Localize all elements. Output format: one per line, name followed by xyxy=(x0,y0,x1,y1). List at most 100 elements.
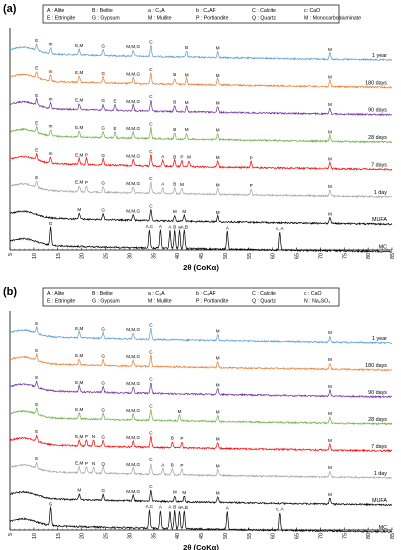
x-axis-title: 2θ (CoKα) xyxy=(183,543,219,550)
peak-label: M xyxy=(77,207,81,212)
x-tick-label: 30 xyxy=(127,533,133,539)
x-tick-label: 25 xyxy=(104,253,110,259)
peak-label: E,M xyxy=(75,380,83,385)
x-tick-label: 25 xyxy=(104,533,110,539)
series-label: 1 year xyxy=(372,336,387,342)
x-tick-label: 20 xyxy=(80,253,86,259)
peak-label: B xyxy=(173,224,176,229)
legend-entry: b : C₄AF xyxy=(196,291,216,297)
x-tick-label: 55 xyxy=(247,253,253,259)
peak-label: M xyxy=(328,357,332,362)
peak-label: A xyxy=(168,224,172,229)
series-label: 1 day xyxy=(374,190,387,196)
peak-label: B xyxy=(173,72,176,77)
peak-label: M,M,G xyxy=(126,489,140,494)
peak-label: A xyxy=(226,505,230,510)
series-label: 28 days xyxy=(368,135,387,141)
x-tick-label: 65 xyxy=(295,533,301,539)
peak-label: G xyxy=(101,380,105,385)
peak-label: Q xyxy=(101,461,105,466)
peak-label: P xyxy=(180,463,183,468)
series-label: MUFA xyxy=(372,217,387,223)
peak-label: M xyxy=(216,182,220,187)
legend-entry: G : Gypsum xyxy=(92,16,120,22)
peak-label: M xyxy=(216,46,220,51)
peak-label: m xyxy=(49,96,53,101)
panel-label: (b) xyxy=(3,286,17,298)
peak-label: M,M,G xyxy=(126,354,140,359)
x-tick-label: 15 xyxy=(56,253,62,259)
peak-label: P xyxy=(180,436,183,441)
peak-label: C xyxy=(149,484,153,489)
peak-label: C xyxy=(149,204,153,209)
x-tick-label: 45 xyxy=(199,253,205,259)
x-tick-label: 70 xyxy=(318,533,324,539)
x-tick-label: 20 xyxy=(80,533,86,539)
peak-label: m xyxy=(49,42,53,47)
peak-label: E,M xyxy=(75,70,83,75)
peak-label: A,B xyxy=(181,225,188,230)
legend-entry: A : Alite xyxy=(47,291,64,297)
series-line xyxy=(9,42,393,62)
x-tick-label: 50 xyxy=(223,253,229,259)
chart-panel-b: (b) A : Alite B : Belite a : C₃A b : C₄AF C :… xyxy=(3,286,396,550)
series-line xyxy=(10,124,393,144)
peak-label: M,M,G xyxy=(126,99,140,104)
peak-label: A xyxy=(226,225,230,230)
series-line xyxy=(9,407,393,426)
series-label: 7 days xyxy=(371,162,387,168)
peak-label: C xyxy=(149,376,153,381)
peak-label: c, A xyxy=(276,506,285,511)
peak-label: M xyxy=(328,438,332,443)
series-label: MC xyxy=(379,245,387,251)
peak-label: M,M,G xyxy=(126,381,140,386)
peak-label: G xyxy=(101,126,105,131)
x-tick-label: 55 xyxy=(247,533,253,539)
x-tick-label: 65 xyxy=(295,253,301,259)
peak-label: E,M xyxy=(75,125,83,130)
peak-label: E,M xyxy=(75,43,83,48)
peak-label: P xyxy=(85,153,88,158)
peak-label: M xyxy=(216,382,220,387)
peak-label: E,M xyxy=(75,180,83,185)
peak-label: C xyxy=(149,322,153,327)
peak-label: M xyxy=(187,155,191,160)
x-tick-label: 80 xyxy=(366,253,372,259)
legend-entry: E : Ettringite xyxy=(47,16,75,22)
series-line xyxy=(9,71,393,89)
legend-entry: C : Calcite xyxy=(252,8,276,14)
peak-label: M xyxy=(216,155,220,160)
peak-label: C xyxy=(149,430,153,435)
peak-label: M,M,G xyxy=(126,181,140,186)
peak-label: M xyxy=(216,329,220,334)
peak-label: G xyxy=(101,326,105,331)
peak-label: M xyxy=(216,436,220,441)
series-line xyxy=(9,226,393,253)
peak-label: C xyxy=(149,149,153,154)
legend-entry: B : Belite xyxy=(92,8,113,14)
peak-label: E,M xyxy=(75,98,83,103)
peak-label: M xyxy=(216,128,220,133)
peak-label: G xyxy=(49,501,53,506)
peak-label: C xyxy=(149,403,153,408)
series-line xyxy=(9,461,393,480)
peak-label: G xyxy=(101,434,105,439)
peak-label: E xyxy=(114,126,117,131)
peak-label: E,M xyxy=(75,461,83,466)
peak-label: M,M,G xyxy=(126,462,140,467)
peak-label: B xyxy=(185,45,188,50)
legend-entry: a : C₃A xyxy=(148,291,165,297)
legend-entry: M : Monocarboaluminate xyxy=(304,16,361,22)
peak-label: G xyxy=(101,71,105,76)
legend-entry: C : Calcite xyxy=(252,291,276,297)
peak-label: C xyxy=(149,349,153,354)
peak-label: M xyxy=(216,409,220,414)
peak-label: E,M xyxy=(75,407,83,412)
peak-label: M xyxy=(173,490,177,495)
series-line xyxy=(9,97,393,117)
x-tick-label: 10 xyxy=(32,253,38,259)
peak-label: P xyxy=(85,180,88,185)
peak-label: P xyxy=(85,461,88,466)
peak-label: E xyxy=(35,148,38,153)
peak-label: M xyxy=(182,209,186,214)
